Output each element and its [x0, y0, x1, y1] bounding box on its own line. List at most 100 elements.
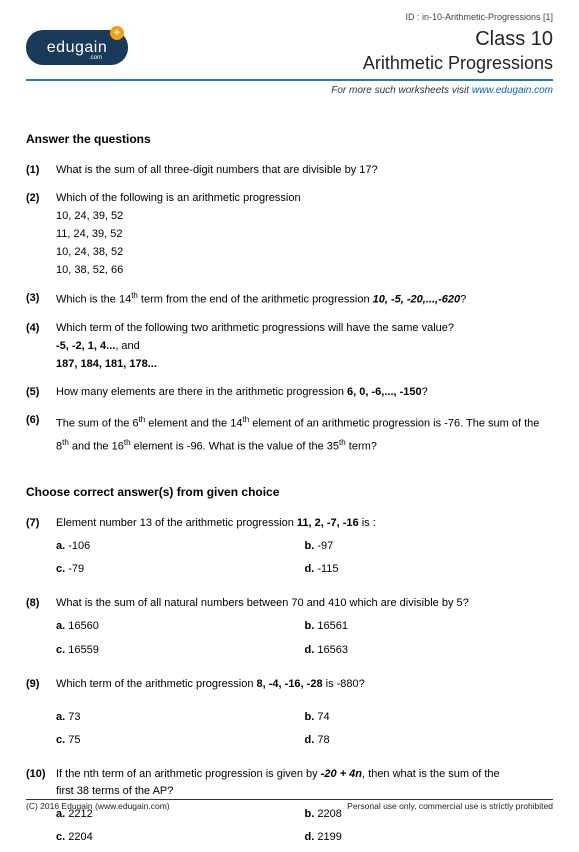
- option-value: 73: [68, 711, 80, 723]
- question-5: (5) How many elements are there in the a…: [26, 384, 553, 401]
- option-line: 10, 24, 39, 52: [56, 208, 553, 225]
- question-number: (6): [26, 412, 56, 429]
- option-label: d.: [305, 831, 318, 843]
- option-d: d. 16563: [305, 642, 554, 659]
- option-c: c. 2204: [56, 829, 305, 846]
- options: a. 73 b. 74 c. 75 d. 78: [56, 709, 553, 755]
- worksheet-page: ID : in-10-Arithmetic-Progressions [1] e…: [0, 0, 579, 852]
- option-c: c. 16559: [56, 642, 305, 659]
- question-body: What is the sum of all natural numbers b…: [56, 595, 553, 664]
- option-value: -106: [68, 540, 90, 552]
- question-body: The sum of the 6th element and the 14th …: [56, 412, 553, 457]
- option-value: 16563: [317, 644, 348, 656]
- footer-left: (C) 2016 Edugain (www.edugain.com): [26, 801, 170, 811]
- option-line: 10, 24, 38, 52: [56, 244, 553, 261]
- superscript: th: [62, 438, 69, 447]
- question-body: Element number 13 of the arithmetic prog…: [56, 515, 553, 584]
- subline-link[interactable]: www.edugain.com: [472, 85, 553, 96]
- text-part: Element number 13 of the arithmetic prog…: [56, 517, 297, 529]
- text-part: If the nth term of an arithmetic progres…: [56, 768, 321, 780]
- question-number: (10): [26, 766, 56, 783]
- question-body: Which is the 14th term from the end of t…: [56, 290, 553, 309]
- question-body: Which term of the following two arithmet…: [56, 320, 553, 373]
- header-row: edugain .com + Class 10 Arithmetic Progr…: [26, 28, 553, 74]
- text-part: and the 16: [69, 440, 124, 452]
- section-answer-questions: Answer the questions: [26, 132, 553, 146]
- footer: (C) 2016 Edugain (www.edugain.com) Perso…: [26, 799, 553, 811]
- series-line: 187, 184, 181, 178...: [56, 356, 553, 373]
- text-part: ?: [422, 386, 428, 398]
- question-body: How many elements are there in the arith…: [56, 384, 553, 401]
- question-6: (6) The sum of the 6th element and the 1…: [26, 412, 553, 457]
- option-label: c.: [56, 644, 68, 656]
- option-label: d.: [305, 563, 318, 575]
- option-a: a. 73: [56, 709, 305, 726]
- option-label: c.: [56, 734, 68, 746]
- option-value: 75: [68, 734, 80, 746]
- option-label: d.: [305, 644, 318, 656]
- option-value: -97: [317, 540, 333, 552]
- header-divider: [26, 79, 553, 81]
- series-text: 8, -4, -16, -28: [257, 678, 323, 690]
- question-body: Which of the following is an arithmetic …: [56, 190, 553, 279]
- logo-plus-icon: +: [110, 26, 124, 40]
- question-text: Which of the following is an arithmetic …: [56, 192, 301, 204]
- option-a: a. -106: [56, 538, 305, 555]
- title-block: Class 10 Arithmetic Progressions: [363, 28, 553, 74]
- series-line: -5, -2, 1, 4..., and: [56, 338, 553, 355]
- question-number: (4): [26, 320, 56, 337]
- text-part: How many elements are there in the arith…: [56, 386, 347, 398]
- option-c: c. -79: [56, 561, 305, 578]
- option-label: b.: [305, 540, 318, 552]
- question-text: What is the sum of all natural numbers b…: [56, 597, 469, 609]
- superscript: th: [124, 438, 131, 447]
- options: a. 2212 b. 2208 c. 2204 d. 2199: [56, 806, 553, 852]
- option-value: 74: [317, 711, 329, 723]
- option-d: d. -115: [305, 561, 554, 578]
- question-text: What is the sum of all three-digit numbe…: [56, 162, 553, 179]
- option-a: a. 16560: [56, 618, 305, 635]
- question-4: (4) Which term of the following two arit…: [26, 320, 553, 373]
- topic-title: Arithmetic Progressions: [363, 53, 553, 74]
- text-part: is :: [359, 517, 376, 529]
- options: a. 16560 b. 16561 c. 16559 d. 16563: [56, 618, 553, 664]
- superscript: th: [131, 291, 138, 300]
- text-part: is -880?: [323, 678, 365, 690]
- option-value: 16559: [68, 644, 99, 656]
- option-label: a.: [56, 711, 68, 723]
- option-line: 11, 24, 39, 52: [56, 226, 553, 243]
- question-number: (2): [26, 190, 56, 207]
- option-b: b. -97: [305, 538, 554, 555]
- option-value: -115: [317, 563, 338, 575]
- edugain-logo: edugain .com +: [26, 30, 128, 65]
- option-label: c.: [56, 563, 68, 575]
- class-title: Class 10: [363, 28, 553, 51]
- option-value: 2204: [68, 831, 92, 843]
- option-label: d.: [305, 734, 318, 746]
- question-3: (3) Which is the 14th term from the end …: [26, 290, 553, 309]
- option-line: 10, 38, 52, 66: [56, 262, 553, 279]
- question-number: (9): [26, 676, 56, 693]
- text-part: , then what is the sum of the: [362, 768, 500, 780]
- options: a. -106 b. -97 c. -79 d. -115: [56, 538, 553, 584]
- question-body: Which term of the arithmetic progression…: [56, 676, 553, 755]
- question-number: (1): [26, 162, 56, 179]
- option-value: 78: [317, 734, 329, 746]
- series-text: 10, -5, -20,...,-620: [373, 294, 460, 306]
- option-value: 16561: [317, 620, 348, 632]
- option-label: c.: [56, 831, 68, 843]
- question-number: (7): [26, 515, 56, 532]
- text-part: The sum of the 6: [56, 418, 139, 430]
- question-9: (9) Which term of the arithmetic progres…: [26, 676, 553, 755]
- option-label: b.: [305, 620, 318, 632]
- subline-prefix: For more such worksheets visit: [331, 85, 472, 96]
- series-text: 6, 0, -6,..., -150: [347, 386, 422, 398]
- question-number: (8): [26, 595, 56, 612]
- text-part: , and: [115, 340, 139, 352]
- text-line2: first 38 terms of the AP?: [56, 783, 553, 800]
- question-8: (8) What is the sum of all natural numbe…: [26, 595, 553, 664]
- text-part: element of an arithmetic progression is …: [249, 418, 509, 430]
- text-part: term?: [346, 440, 377, 452]
- question-number: (3): [26, 290, 56, 307]
- question-text: Which term of the following two arithmet…: [56, 322, 454, 334]
